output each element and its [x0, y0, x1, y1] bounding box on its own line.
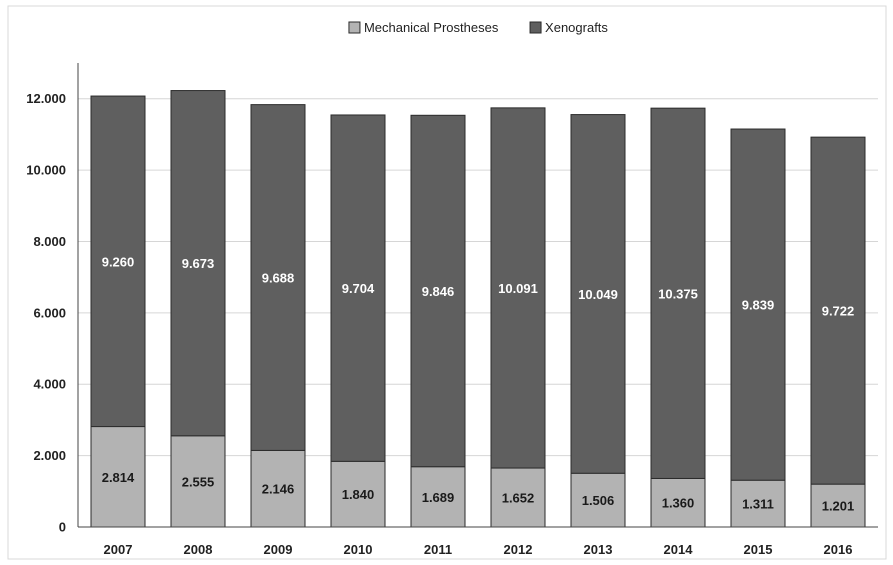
x-tick-label: 2015: [744, 542, 773, 557]
x-tick-label: 2013: [584, 542, 613, 557]
data-labels: 2.814 9.260 2.555 9.673 2.146 9.688 1.840 9.704…: [102, 254, 855, 513]
bar-xenografts: [410, 114, 466, 468]
legend-swatch: [348, 21, 361, 34]
chart-frame: [7, 5, 887, 560]
data-label-mechanical-prostheses: 1.652: [502, 491, 535, 506]
data-label-mechanical-prostheses: 1.689: [422, 490, 455, 505]
data-label-xenografts: 9.688: [262, 271, 295, 286]
data-label-mechanical-prostheses: 2.814: [102, 470, 135, 485]
data-label-xenografts: 10.375: [658, 286, 698, 301]
bar-xenografts: [650, 107, 706, 479]
bar-xenografts: [730, 128, 786, 481]
data-label-mechanical-prostheses: 2.555: [182, 474, 215, 489]
data-label-mechanical-prostheses: 1.311: [742, 497, 774, 512]
bar-xenografts: [250, 104, 306, 451]
y-tick-label: 2.000: [33, 448, 66, 463]
bar-xenografts: [330, 114, 386, 462]
y-tick-label: 4.000: [33, 377, 66, 392]
legend-label: Mechanical Prostheses: [364, 20, 499, 35]
data-label-xenografts: 9.839: [742, 298, 775, 313]
x-tick-label: 2009: [264, 542, 293, 557]
bar-mechanical-prostheses: [570, 472, 626, 528]
y-tick-label: 0: [59, 520, 66, 535]
bar-mechanical-prostheses: [490, 467, 546, 528]
data-label-xenografts: 9.722: [822, 304, 855, 319]
x-tick-label: 2016: [824, 542, 853, 557]
bar-xenografts: [810, 136, 866, 485]
legend-label: Xenografts: [545, 20, 608, 35]
x-tick-label: 2008: [184, 542, 213, 557]
data-label-xenografts: 9.673: [182, 256, 215, 271]
legend-swatch: [529, 21, 542, 34]
bars: [90, 90, 866, 528]
data-label-xenografts: 9.704: [342, 281, 375, 296]
x-tick-label: 2011: [424, 542, 452, 557]
legend: Mechanical Prostheses Xenografts: [348, 20, 608, 35]
bar-mechanical-prostheses: [730, 479, 786, 528]
bar-xenografts: [570, 114, 626, 474]
data-label-mechanical-prostheses: 1.360: [662, 496, 695, 511]
y-tick-label: 6.000: [33, 305, 66, 320]
data-label-xenografts: 9.846: [422, 284, 455, 299]
data-label-mechanical-prostheses: 1.840: [342, 487, 375, 502]
x-tick-label: 2010: [344, 542, 373, 557]
data-label-xenografts: 10.091: [498, 281, 538, 296]
bar-xenografts: [170, 90, 226, 437]
data-label-mechanical-prostheses: 1.506: [582, 493, 615, 508]
x-tick-label: 2007: [104, 542, 133, 557]
data-label-mechanical-prostheses: 1.201: [822, 499, 855, 514]
bar-mechanical-prostheses: [330, 460, 386, 528]
data-label-mechanical-prostheses: 2.146: [262, 482, 295, 497]
bar-xenografts: [90, 95, 146, 428]
y-tick-label: 12.000: [26, 91, 66, 106]
axes: 0 2.000 4.000 6.000 8.000 10.000 12.000 2007 200…: [26, 63, 878, 557]
y-tick-label: 8.000: [33, 234, 66, 249]
data-label-xenografts: 9.260: [102, 254, 135, 269]
bar-xenografts: [490, 107, 546, 469]
data-label-xenografts: 10.049: [578, 287, 618, 302]
x-tick-label: 2012: [504, 542, 533, 557]
x-tick-label: 2014: [664, 542, 694, 557]
bar-mechanical-prostheses: [810, 483, 866, 528]
y-tick-label: 10.000: [26, 163, 66, 178]
bar-mechanical-prostheses: [650, 477, 706, 528]
